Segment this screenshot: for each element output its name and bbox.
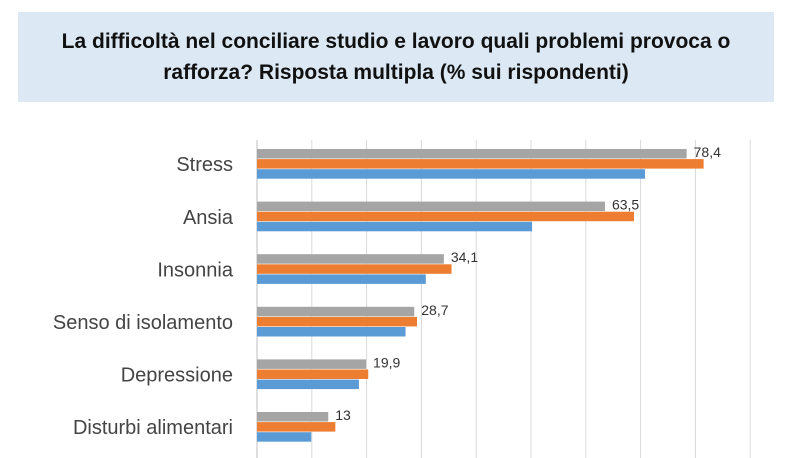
bar [257,422,336,432]
data-label: 78,4 [694,144,721,160]
category-labels: Stress Ansia Insonnia Senso di isolamento De… [53,154,234,439]
bar [257,379,359,390]
data-label: 63,5 [612,197,639,213]
category-label: Senso di isolamento [53,312,233,334]
data-label: 34,1 [451,249,478,265]
bar [257,432,312,442]
bar [257,274,426,284]
value-labels: 78,4 63,5 34,1 28,7 19,9 13 [335,144,721,423]
bar [257,211,635,222]
bar [257,306,415,317]
data-label: 19,9 [373,354,400,370]
bar [257,254,444,264]
category-label: Ansia [183,207,234,229]
bar [257,201,605,212]
category-label: Depressione [121,365,233,387]
bars-group [257,149,704,442]
bar [257,264,452,274]
bar [257,327,406,337]
data-label: 28,7 [421,302,448,318]
bar [257,159,704,169]
category-label: Insonnia [157,259,233,281]
category-label: Disturbi alimentari [73,417,233,439]
bar [257,412,329,422]
gridlines [256,140,751,458]
bar [257,359,367,369]
chart-title: La difficoltà nel conciliare studio e la… [61,30,731,84]
bar [257,221,533,232]
data-label: 13 [335,407,351,423]
category-label: Stress [176,154,233,176]
bar [257,369,369,379]
bar [257,149,687,159]
bar [257,316,418,327]
title-box: La difficoltà nel conciliare studio e la… [18,12,774,102]
bar [257,169,645,179]
